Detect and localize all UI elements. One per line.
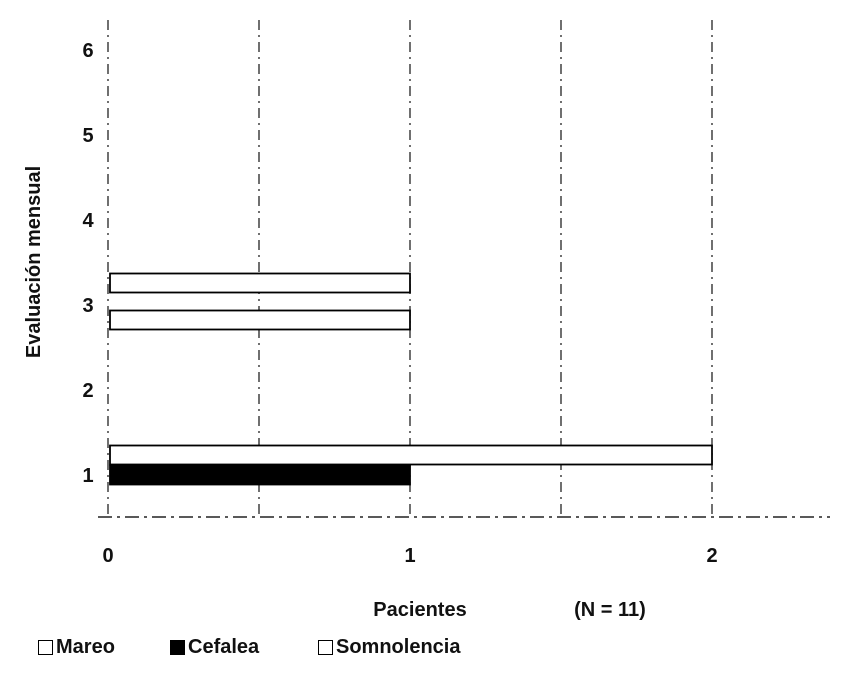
- legend-label-mareo: Mareo: [56, 636, 115, 658]
- bar-somnolencia: [109, 272, 411, 294]
- legend-label-somnolencia: Somnolencia: [336, 636, 461, 658]
- gridlines: [107, 20, 713, 517]
- y-tick-label: 6: [82, 40, 93, 62]
- x-axis: 0 1 2: [98, 516, 830, 567]
- y-tick-label: 2: [82, 380, 93, 402]
- bar-mareo: [109, 444, 713, 466]
- y-axis: 1 2 3 4 5 6: [82, 40, 94, 487]
- legend-label-cefalea: Cefalea: [188, 636, 260, 658]
- x-tick-label: 0: [102, 545, 113, 567]
- y-tick-label: 5: [82, 125, 93, 147]
- bars: [109, 272, 713, 486]
- x-tick-label: 1: [404, 545, 415, 567]
- sample-size-note: (N = 11): [574, 599, 646, 621]
- bar-mareo: [109, 309, 411, 331]
- y-tick-label: 4: [82, 210, 94, 232]
- legend-item-somnolencia: Somnolencia: [318, 636, 460, 659]
- legend-swatch-somnolencia: [318, 640, 333, 655]
- legend-swatch-mareo: [38, 640, 53, 655]
- legend-item-mareo: Mareo: [38, 636, 115, 659]
- y-tick-label: 3: [82, 295, 93, 317]
- y-tick-label: 1: [82, 465, 93, 487]
- legend-item-cefalea: Cefalea: [170, 636, 259, 659]
- x-tick-label: 2: [706, 545, 717, 567]
- x-axis-title: Pacientes: [373, 599, 466, 621]
- bar-cefalea: [109, 464, 411, 486]
- legend-swatch-cefalea: [170, 640, 185, 655]
- y-axis-title: Evaluación mensual: [23, 166, 45, 358]
